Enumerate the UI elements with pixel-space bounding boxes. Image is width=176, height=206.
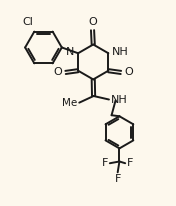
Text: N: N <box>66 47 75 57</box>
Text: O: O <box>88 17 97 27</box>
Text: F: F <box>102 158 108 168</box>
Text: NH: NH <box>111 95 128 104</box>
Text: NH: NH <box>112 47 128 57</box>
Text: F: F <box>115 174 121 184</box>
Text: Cl: Cl <box>22 17 33 27</box>
Text: O: O <box>124 67 133 77</box>
Text: Me: Me <box>62 98 77 108</box>
Text: F: F <box>127 158 133 168</box>
Text: O: O <box>54 67 62 77</box>
